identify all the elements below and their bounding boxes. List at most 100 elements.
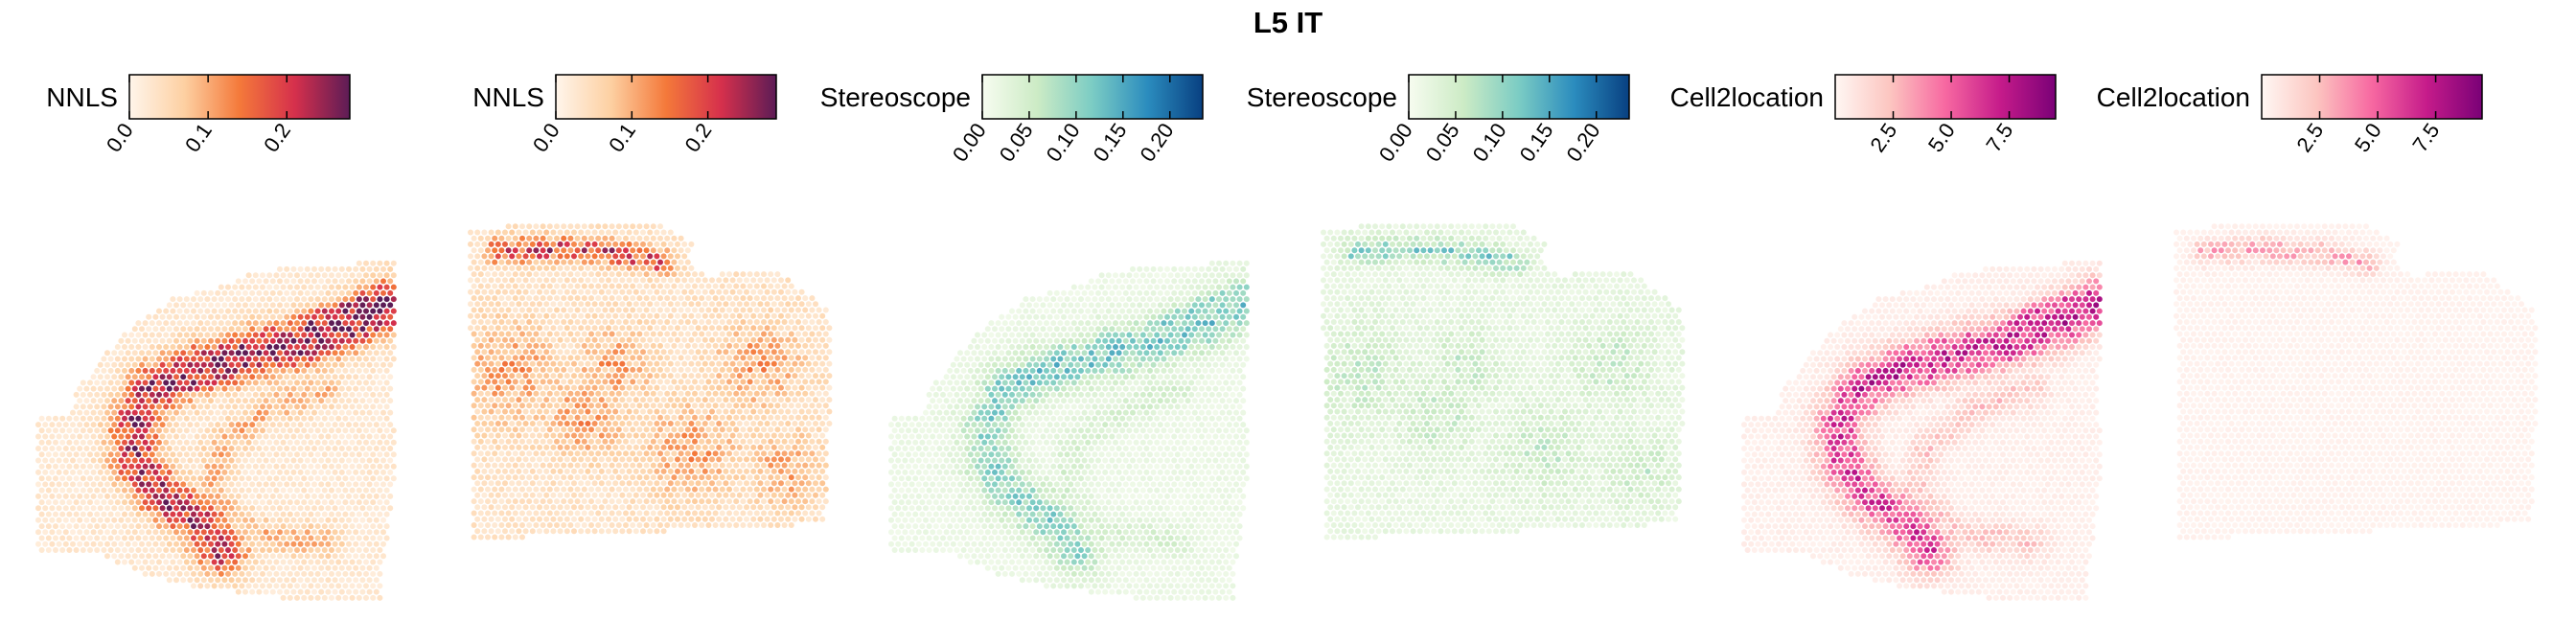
spot (180, 577, 187, 584)
spot (498, 379, 505, 385)
spot (550, 408, 557, 415)
spot (142, 451, 149, 458)
spot (526, 414, 533, 421)
spot (770, 360, 777, 367)
spot (297, 422, 304, 428)
spot (778, 384, 784, 391)
spot (705, 462, 712, 469)
spot (256, 469, 263, 475)
spot (768, 498, 774, 505)
spot (390, 284, 397, 290)
spot (809, 402, 816, 409)
spot (1167, 284, 1174, 290)
spot (239, 451, 245, 458)
spot (387, 446, 394, 451)
spot (744, 432, 749, 439)
spot (118, 540, 125, 547)
spot (359, 564, 366, 571)
spot (512, 235, 518, 242)
spot (308, 547, 314, 553)
spot (709, 456, 715, 463)
spot (1174, 272, 1181, 279)
spot (290, 289, 297, 296)
spot (578, 360, 585, 367)
spot (615, 438, 622, 445)
spot (59, 499, 66, 506)
spot (191, 380, 196, 386)
spot (550, 456, 557, 463)
spot (533, 522, 540, 528)
spot (176, 439, 183, 446)
spot (380, 469, 386, 475)
spot (502, 312, 508, 319)
spot (795, 331, 801, 337)
spot (70, 446, 76, 451)
spot (53, 523, 58, 530)
spot (338, 374, 345, 380)
spot (667, 516, 674, 522)
spot (118, 493, 125, 499)
spot (156, 439, 162, 446)
spot (681, 373, 688, 380)
spot (488, 432, 494, 439)
spot (681, 253, 688, 260)
spot (564, 492, 570, 498)
spot (107, 439, 114, 446)
spot (695, 312, 702, 319)
spot (200, 385, 207, 392)
spot (488, 504, 494, 511)
spot (49, 469, 56, 475)
spot (533, 259, 540, 265)
spot (488, 360, 494, 367)
spot (650, 450, 656, 457)
spot (557, 397, 564, 403)
spot (578, 421, 585, 426)
spot (571, 336, 577, 343)
spot (585, 408, 591, 415)
spot (156, 380, 162, 386)
spot (308, 332, 314, 338)
spot (263, 361, 269, 368)
spot (318, 493, 325, 499)
spot (314, 391, 321, 398)
spot (726, 271, 732, 278)
spot (256, 529, 263, 536)
spot (578, 349, 585, 356)
spot (494, 468, 501, 474)
spot (805, 312, 812, 319)
spot (45, 487, 52, 494)
spot (802, 474, 809, 481)
spot (630, 426, 636, 433)
spot (747, 438, 753, 445)
spot (761, 510, 767, 517)
spot (519, 390, 525, 397)
spot (502, 504, 508, 511)
spot (332, 588, 338, 595)
spot (104, 553, 110, 560)
spot (636, 390, 643, 397)
spot (1161, 284, 1167, 290)
spot (726, 331, 732, 337)
spot (561, 271, 567, 278)
spot (802, 414, 809, 421)
spot (485, 498, 491, 505)
spot (636, 498, 643, 505)
spot (290, 409, 297, 416)
spot (314, 499, 321, 506)
spot (228, 361, 235, 368)
spot (383, 403, 390, 410)
spot (502, 456, 508, 463)
spot (485, 307, 491, 313)
spot (256, 350, 263, 356)
spot (494, 480, 501, 487)
spot (630, 307, 636, 313)
spot (290, 422, 297, 428)
spot (471, 474, 477, 481)
spot (273, 559, 280, 565)
spot (1113, 272, 1118, 279)
spot (128, 511, 135, 518)
spot (366, 350, 373, 356)
spot (173, 361, 179, 368)
spot (468, 325, 473, 332)
spot (156, 391, 162, 398)
